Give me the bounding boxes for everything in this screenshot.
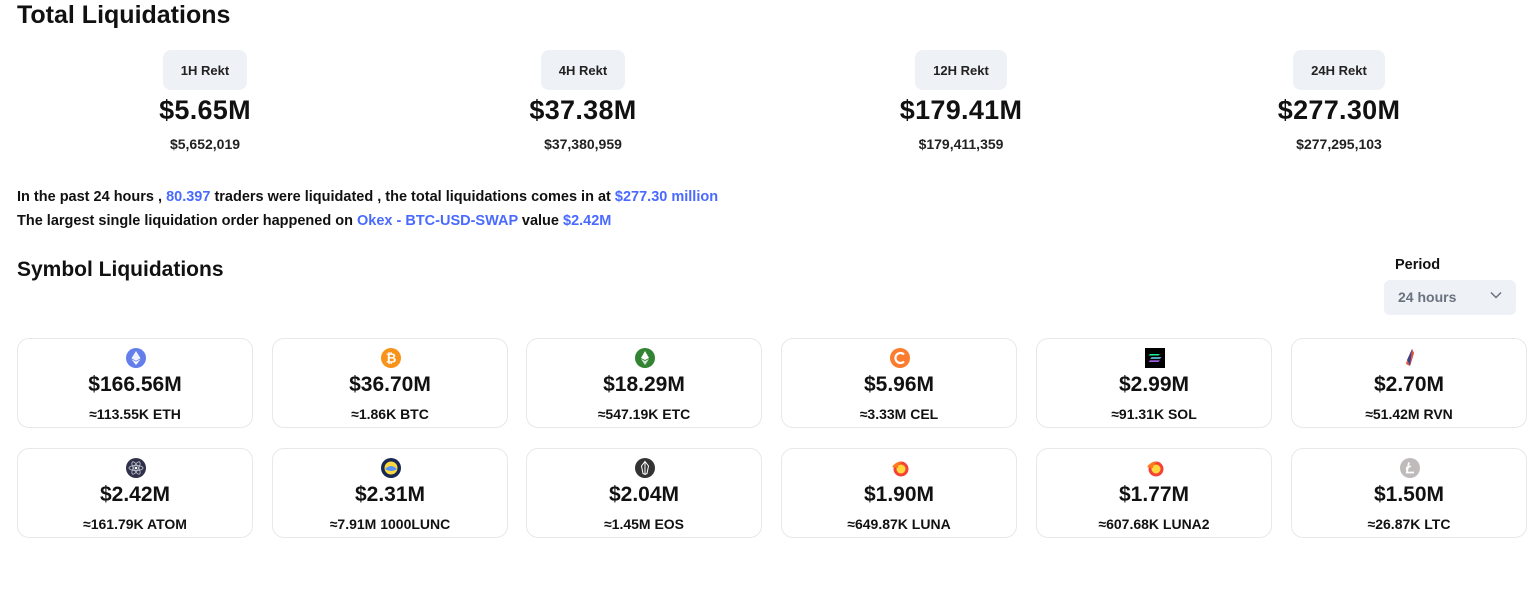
symbol-approx: ≈1.86K BTC [351, 406, 429, 422]
symbol-approx: ≈7.91M 1000LUNC [329, 516, 451, 532]
page-title: Total Liquidations [17, 1, 231, 29]
symbol-amount: $166.56M [88, 373, 182, 396]
rekt-24h-tab[interactable]: 24H Rekt [1293, 50, 1385, 90]
symbol-card-cel[interactable]: $5.96M ≈3.33M CEL [781, 338, 1017, 428]
symbol-approx: ≈51.42M RVN [1365, 406, 1453, 422]
etc-icon [635, 348, 655, 368]
summary-text: value [521, 213, 559, 229]
symbol-card-luna[interactable]: $1.90M ≈649.87K LUNA [781, 448, 1017, 538]
symbol-amount: $5.96M [863, 373, 935, 396]
symbol-amount: $2.70M [1373, 373, 1445, 396]
symbol-card-rvn[interactable]: $2.70M ≈51.42M RVN [1291, 338, 1527, 428]
traders-count: 80.397 [166, 189, 211, 205]
symbol-card-eth[interactable]: $166.56M ≈113.55K ETH [17, 338, 253, 428]
symbol-amount: $18.29M [603, 373, 685, 396]
summary-line-1: In the past 24 hours , 80.397 traders we… [17, 185, 718, 209]
rekt-12h-tab[interactable]: 12H Rekt [915, 50, 1007, 90]
total-liquidations: $277.30 million [614, 189, 719, 205]
symbol-approx: ≈91.31K SOL [1111, 406, 1197, 422]
symbol-card-luna2[interactable]: $1.77M ≈607.68K LUNA2 [1036, 448, 1272, 538]
symbol-liquidations-title: Symbol Liquidations [17, 258, 224, 281]
symbol-card-ltc[interactable]: $1.50M ≈26.87K LTC [1291, 448, 1527, 538]
liquidation-summary: In the past 24 hours , 80.397 traders we… [17, 185, 718, 233]
symbol-card-etc[interactable]: $18.29M ≈547.19K ETC [526, 338, 762, 428]
symbol-amount: $2.99M [1118, 373, 1190, 396]
largest-order-exchange-link[interactable]: Okex - BTC-USD-SWAP [356, 213, 518, 229]
rekt-4h: 4H Rekt $37.38M $37,380,959 [453, 50, 713, 152]
summary-line-2: The largest single liquidation order hap… [17, 209, 718, 233]
rekt-1h: 1H Rekt $5.65M $5,652,019 [75, 50, 335, 152]
symbol-approx: ≈607.68K LUNA2 [1098, 516, 1210, 532]
luna2-icon [1147, 461, 1164, 477]
rvn-icon [1406, 349, 1414, 366]
symbol-card-eos[interactable]: $2.04M ≈1.45M EOS [526, 448, 762, 538]
rekt-24h-value: $277.30M [1277, 95, 1401, 125]
symbol-amount: $36.70M [349, 373, 431, 396]
symbol-card-atom[interactable]: $2.42M ≈161.79K ATOM [17, 448, 253, 538]
symbol-amount: $1.50M [1373, 483, 1445, 506]
rekt-12h-exact: $179,411,359 [918, 136, 1004, 152]
rekt-1h-exact: $5,652,019 [169, 136, 241, 152]
rekt-4h-tab[interactable]: 4H Rekt [540, 50, 626, 90]
rekt-1h-value: $5.65M [159, 95, 251, 125]
symbol-amount: $1.77M [1118, 483, 1190, 506]
symbol-card-sol[interactable]: $2.99M ≈91.31K SOL [1036, 338, 1272, 428]
largest-order-value: $2.42M [563, 213, 612, 229]
summary-text: traders were liquidated , the total liqu… [214, 189, 611, 205]
rekt-24h: 24H Rekt $277.30M $277,295,103 [1209, 50, 1469, 152]
symbol-approx: ≈547.19K ETC [597, 406, 691, 422]
rekt-1h-tab[interactable]: 1H Rekt [162, 50, 248, 90]
sol-icon [1145, 348, 1165, 368]
rekt-4h-value: $37.38M [529, 95, 637, 125]
summary-text: The largest single liquidation order hap… [17, 213, 353, 229]
symbol-amount: $2.04M [608, 483, 680, 506]
svg-text:₿: ₿ [386, 352, 397, 367]
symbol-approx: ≈26.87K LTC [1367, 516, 1451, 532]
atom-icon [126, 458, 146, 478]
chevron-down-icon [1490, 291, 1502, 299]
period-label: Period [1395, 257, 1441, 273]
btc-icon: ₿ [381, 348, 401, 368]
rekt-24h-exact: $277,295,103 [1296, 136, 1382, 152]
period-value: 24 hours [1398, 289, 1457, 305]
rekt-summary: 1H Rekt $5.65M $5,652,019 4H Rekt $37.38… [0, 50, 1536, 165]
rekt-4h-exact: $37,380,959 [544, 136, 622, 152]
symbol-approx: ≈113.55K ETH [89, 406, 181, 422]
eth-icon [126, 348, 146, 368]
luna-icon [892, 461, 909, 477]
symbol-card-lunc[interactable]: $2.31M ≈7.91M 1000LUNC [272, 448, 508, 538]
rekt-12h: 12H Rekt $179.41M $179,411,359 [831, 50, 1091, 152]
symbol-amount: $1.90M [863, 483, 935, 506]
symbol-approx: ≈649.87K LUNA [847, 516, 951, 532]
symbol-amount: $2.31M [354, 483, 426, 506]
summary-text: In the past 24 hours , [17, 189, 163, 205]
eos-icon [635, 458, 655, 478]
rekt-12h-value: $179.41M [899, 95, 1023, 125]
period-select[interactable]: 24 hours [1384, 280, 1516, 315]
symbol-approx: ≈1.45M EOS [603, 516, 685, 532]
cel-icon [890, 348, 910, 368]
symbol-approx: ≈161.79K ATOM [83, 516, 187, 532]
lunc-icon [381, 458, 401, 478]
symbol-card-btc[interactable]: ₿ $36.70M ≈1.86K BTC [272, 338, 508, 428]
symbol-amount: $2.42M [99, 483, 171, 506]
ltc-icon [1400, 458, 1420, 478]
symbol-approx: ≈3.33M CEL [859, 406, 939, 422]
